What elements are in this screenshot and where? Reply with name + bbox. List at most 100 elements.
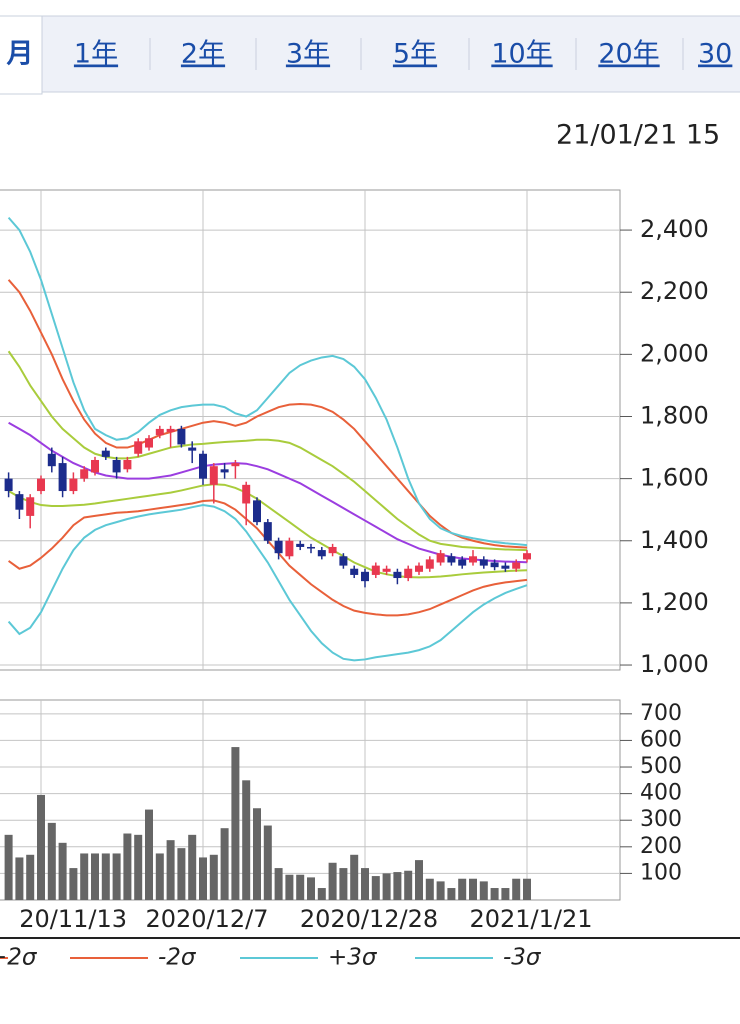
volume-bar: [393, 872, 402, 900]
timestamp: 21/01/21 15: [556, 120, 720, 151]
volume-bar: [231, 747, 240, 900]
volume-bar: [469, 878, 477, 900]
volume-bar: [253, 808, 261, 900]
candle-body: [69, 478, 78, 492]
volume-bar: [134, 834, 143, 900]
candle-body: [371, 565, 380, 575]
candle-body: [469, 556, 477, 563]
candle-body: [15, 494, 24, 510]
tab-bar: [0, 15, 740, 93]
candle-body: [263, 522, 272, 541]
volume-bar: [58, 842, 67, 900]
volume-bar: [371, 876, 380, 900]
tab[interactable]: 1年: [74, 39, 118, 70]
volume-bar: [490, 888, 499, 900]
volume-bar: [47, 822, 56, 900]
candle-body: [253, 500, 261, 523]
volume-bar: [123, 833, 132, 900]
y-tick-label: 1,400: [640, 526, 709, 554]
volume-bar: [523, 878, 531, 900]
candle-body: [436, 553, 445, 563]
y-tick-label: 400: [640, 781, 682, 806]
candle-body: [26, 497, 35, 516]
candle-body: [112, 459, 121, 473]
volume-bar: [15, 857, 24, 900]
candle-body: [458, 559, 467, 566]
candle-body: [415, 565, 423, 572]
tab[interactable]: 月: [6, 39, 34, 70]
candle-body: [382, 568, 391, 572]
legend-label: +2σ: [0, 945, 38, 971]
volume-bar: [296, 874, 305, 900]
volume-bar: [91, 853, 99, 900]
candle-body: [296, 543, 305, 547]
volume-bar: [415, 860, 423, 900]
volume-bar: [274, 868, 283, 900]
volume-bar: [209, 854, 218, 900]
volume-bar: [382, 873, 391, 900]
candle-body: [501, 565, 510, 569]
volume-bar: [458, 878, 467, 900]
tab[interactable]: 10年: [491, 39, 552, 70]
candle-body: [123, 459, 132, 470]
y-tick-label: 200: [640, 834, 682, 859]
volume-bar: [177, 848, 186, 900]
y-tick-label: 1,800: [640, 401, 709, 429]
y-tick-label: 300: [640, 807, 682, 832]
y-tick-label: 2,200: [640, 277, 709, 305]
volume-bar: [436, 881, 445, 900]
candle-body: [361, 571, 369, 582]
band-line: [7, 279, 528, 549]
y-tick-label: 500: [640, 754, 682, 779]
y-tick-label: 600: [640, 727, 682, 752]
candle-body: [350, 568, 359, 575]
plot-frame: [0, 189, 621, 671]
volume-bar: [69, 868, 78, 900]
volume-bar: [361, 868, 369, 900]
tab[interactable]: 2年: [181, 39, 225, 70]
candle-body: [134, 441, 143, 454]
x-tick-label: 2020/12/7: [145, 905, 268, 933]
band-line: [8, 483, 528, 579]
volume-bar: [4, 834, 13, 900]
volume-bar: [447, 888, 456, 900]
volume-bar: [263, 825, 272, 900]
y-tick-label: 700: [640, 701, 682, 726]
x-tick-label: 2021/1/21: [469, 905, 592, 933]
candle-body: [490, 562, 499, 568]
candle-body: [101, 450, 110, 457]
candle-body: [80, 469, 89, 479]
tab[interactable]: 3年: [286, 39, 330, 70]
volume-bar: [101, 853, 110, 900]
volume-bar: [80, 853, 89, 900]
volume-bar: [220, 828, 229, 900]
band-line: [7, 504, 528, 662]
volume-bar: [112, 853, 121, 900]
volume-bar: [350, 854, 359, 900]
candle-body: [37, 478, 45, 492]
candle-body: [425, 559, 434, 569]
candle-body: [220, 469, 229, 473]
volume-bar: [199, 857, 207, 900]
y-tick-label: 1,600: [640, 464, 709, 492]
candle-body: [339, 556, 348, 566]
candle-body: [242, 484, 251, 504]
tab-separators: [149, 38, 684, 70]
y-tick-label: 1,000: [640, 650, 709, 678]
tab[interactable]: 5年: [393, 39, 437, 70]
candle-body: [274, 540, 283, 554]
tab[interactable]: 30: [698, 39, 732, 70]
volume-bar: [285, 874, 294, 900]
candle-body: [145, 438, 153, 448]
tab[interactable]: 20年: [598, 39, 659, 70]
selected-tab: [0, 15, 43, 95]
candle-body: [447, 556, 456, 563]
volume-bar: [328, 862, 337, 900]
volume-bar: [404, 870, 413, 900]
legend-label: -2σ: [158, 945, 197, 971]
volume-bar: [166, 840, 175, 900]
volume-bar: [317, 888, 326, 900]
candle-body: [307, 546, 315, 549]
candle-body: [393, 571, 402, 579]
